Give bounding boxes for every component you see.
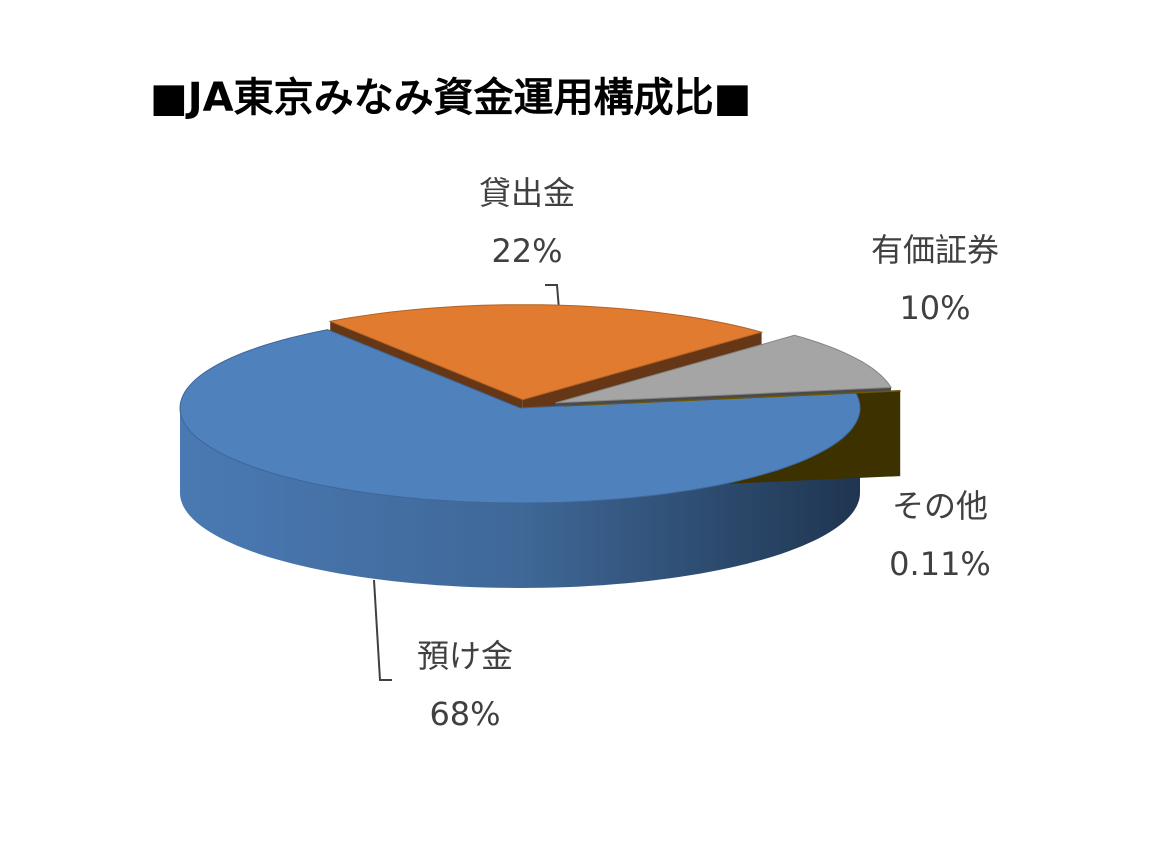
slice-label: 有価証券 bbox=[871, 231, 999, 269]
slice bbox=[564, 389, 902, 407]
slice-value-label: 10% bbox=[899, 289, 970, 327]
slice-value-label: 68% bbox=[429, 695, 500, 733]
slice bbox=[179, 329, 861, 504]
slice bbox=[328, 304, 764, 401]
slice bbox=[555, 334, 892, 404]
slice-outer-side bbox=[180, 408, 860, 588]
slice-label: その他 bbox=[892, 487, 988, 525]
slice-value-label: 0.11% bbox=[889, 545, 991, 583]
chart-title: ■JA東京みなみ資金運用構成比■ bbox=[150, 75, 751, 121]
slice-label: 貸出金 bbox=[479, 174, 575, 212]
leader-line bbox=[373, 579, 392, 681]
slice-value-label: 22% bbox=[491, 232, 562, 270]
slice-label: 預け金 bbox=[417, 637, 513, 675]
pie bbox=[179, 304, 902, 588]
